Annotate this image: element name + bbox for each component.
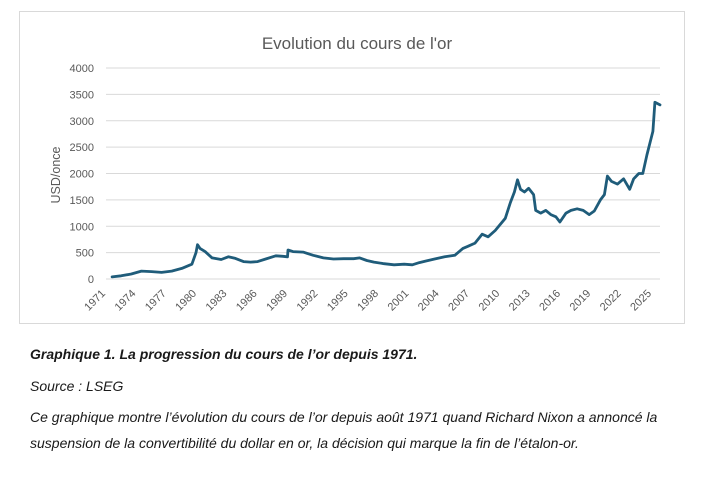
caption-title: Graphique 1. La progression du cours de … — [30, 346, 418, 362]
x-tick-label: 1980 — [173, 288, 199, 314]
x-tick-label: 2013 — [507, 288, 533, 314]
y-tick-label: 0 — [88, 274, 94, 286]
caption-description: Ce graphique montre l’évolution du cours… — [30, 409, 658, 451]
x-tick-label: 2004 — [416, 288, 442, 314]
x-tick-label: 1992 — [295, 288, 321, 314]
x-tick-label: 2007 — [446, 288, 472, 314]
y-tick-label: 2000 — [70, 169, 94, 181]
x-tick-label: 2025 — [628, 288, 654, 314]
x-tick-label: 2001 — [386, 288, 412, 314]
y-tick-label: 3000 — [70, 116, 94, 128]
x-tick-label: 1995 — [325, 288, 351, 314]
y-tick-label: 2500 — [70, 142, 94, 154]
series-line-gold-price — [110, 100, 662, 279]
y-tick-label: 500 — [76, 248, 94, 260]
y-tick-label: 3500 — [70, 89, 94, 101]
y-tick-label: 1500 — [70, 195, 94, 207]
x-tick-label: 1989 — [264, 288, 290, 314]
x-tick-label: 2010 — [477, 288, 503, 314]
chart: Evolution du cours de l'or USD/once 0 500… — [49, 34, 662, 314]
x-tick-label: 1974 — [113, 288, 139, 314]
x-tick-label: 2019 — [568, 288, 594, 314]
x-tick-label: 2022 — [598, 288, 624, 314]
x-tick-label: 1983 — [204, 288, 230, 314]
caption-source: Source : LSEG — [30, 378, 124, 394]
x-tick-label: 1971 — [82, 288, 108, 314]
x-tick-label: 1998 — [355, 288, 381, 314]
y-tick-label: 4000 — [70, 63, 94, 75]
y-axis-label: USD/once — [49, 146, 63, 203]
x-tick-label: 2016 — [537, 288, 563, 314]
x-tick-label: 1977 — [143, 288, 169, 314]
x-tick-label: 1986 — [234, 288, 260, 314]
chart-title: Evolution du cours de l'or — [262, 34, 453, 53]
chart-frame: Evolution du cours de l'or USD/once 0 500… — [19, 11, 685, 324]
y-tick-label: 1000 — [70, 221, 94, 233]
